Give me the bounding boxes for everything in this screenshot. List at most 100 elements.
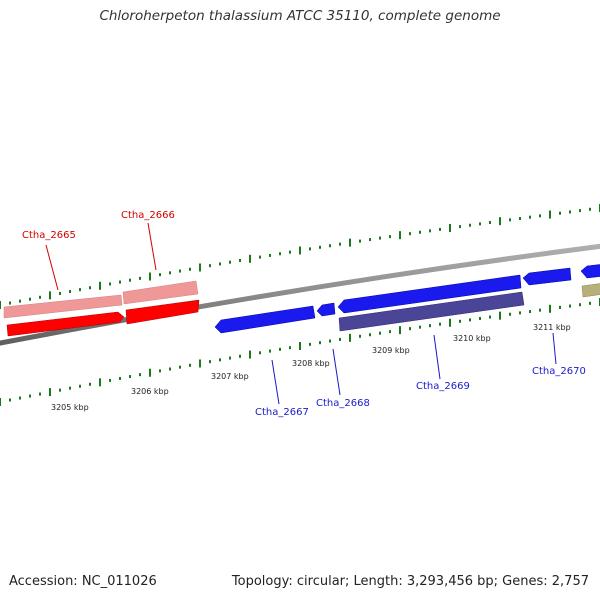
gene-blue-feature-long[interactable] [337, 274, 522, 314]
outer-tick [49, 291, 51, 300]
inner-tick-track [0, 298, 600, 406]
gene-label-ctha-2665[interactable]: Ctha_2665 [22, 230, 76, 241]
outer-tick [9, 301, 11, 305]
outer-tick [479, 222, 481, 226]
outer-tick [289, 250, 291, 254]
gene-label-ctha-2669[interactable]: Ctha_2669 [416, 381, 470, 392]
outer-tick [89, 286, 91, 290]
gene-label-ctha-2666[interactable]: Ctha_2666 [121, 210, 175, 221]
outer-tick [279, 252, 281, 256]
inner-tick [539, 308, 541, 312]
gene-group-blue [214, 264, 600, 334]
scale-label-3207: 3207 kbp [211, 372, 249, 381]
inner-tick [239, 354, 241, 358]
inner-tick [49, 388, 51, 397]
inner-tick [209, 360, 211, 364]
outer-tick [189, 267, 191, 271]
gene-ctha-2670-feature[interactable] [581, 283, 600, 298]
inner-tick [519, 311, 521, 315]
inner-tick [379, 331, 381, 335]
outer-tick [549, 210, 551, 219]
gene-label-ctha-2667[interactable]: Ctha_2667 [255, 407, 309, 418]
outer-tick [329, 244, 331, 248]
scale-label-3206: 3206 kbp [131, 387, 169, 396]
inner-tick [249, 350, 251, 359]
gene-blue-feature-right[interactable] [522, 267, 572, 286]
accession-text: Accession: NC_011026 [9, 574, 157, 589]
outer-tick [229, 260, 231, 264]
gene-label-ctha-2670[interactable]: Ctha_2670 [532, 366, 586, 377]
inner-tick [309, 342, 311, 346]
inner-tick [9, 398, 11, 402]
inner-tick [119, 376, 121, 380]
inner-tick [89, 382, 91, 386]
inner-tick [199, 359, 201, 368]
inner-tick [169, 367, 171, 371]
outer-tick [589, 207, 591, 211]
leader-ctha-2669 [433, 334, 441, 380]
inner-tick [109, 378, 111, 382]
outer-tick [219, 262, 221, 266]
inner-tick [579, 303, 581, 307]
outer-tick [519, 216, 521, 220]
outer-tick [309, 247, 311, 251]
inner-tick [39, 392, 41, 396]
outer-tick [169, 271, 171, 275]
outer-tick [59, 291, 61, 295]
inner-tick [189, 363, 191, 367]
inner-tick [499, 311, 501, 320]
gene-red-feature-1[interactable] [6, 311, 125, 337]
gene-ctha-2665-feature[interactable] [3, 294, 123, 319]
gene-red-feature-2[interactable] [125, 299, 200, 325]
outer-tick [159, 273, 161, 277]
gene-ctha-2667-feature[interactable] [214, 305, 316, 334]
outer-tick [129, 278, 131, 282]
outer-tick [19, 299, 21, 303]
gene-group-red [3, 280, 200, 337]
inner-tick [559, 305, 561, 309]
inner-tick [339, 337, 341, 341]
inner-tick [389, 330, 391, 334]
outer-tick [199, 263, 201, 272]
outer-tick [319, 245, 321, 249]
gene-blue-feature-edge[interactable] [580, 264, 600, 279]
outer-tick [569, 210, 571, 214]
inner-tick [419, 325, 421, 329]
genome-summary-text: Topology: circular; Length: 3,293,456 bp… [231, 574, 589, 589]
inner-tick [129, 375, 131, 379]
inner-tick [79, 384, 81, 388]
inner-tick [589, 301, 591, 305]
inner-tick [439, 322, 441, 326]
inner-tick [259, 351, 261, 355]
inner-tick [509, 312, 511, 316]
outer-tick [79, 288, 81, 292]
scale-label-3205: 3205 kbp [51, 403, 89, 412]
gene-label-ctha-2668[interactable]: Ctha_2668 [316, 398, 370, 409]
inner-tick [149, 368, 151, 377]
outer-tick [29, 297, 31, 301]
outer-tick [539, 214, 541, 218]
gene-ctha-2668-feature[interactable] [316, 302, 336, 317]
inner-tick [29, 394, 31, 398]
outer-tick [259, 255, 261, 259]
outer-tick [69, 290, 71, 294]
outer-tick [439, 227, 441, 231]
outer-tick [0, 301, 1, 309]
outer-tick [449, 224, 451, 233]
inner-tick [569, 304, 571, 308]
scale-label-3210: 3210 kbp [453, 334, 491, 343]
outer-tick [119, 280, 121, 284]
gene-ctha-2669-feature[interactable] [338, 291, 525, 332]
inner-tick [279, 347, 281, 351]
outer-tick [529, 215, 531, 219]
outer-tick [469, 223, 471, 227]
gene-ctha-2666-feature[interactable] [122, 280, 199, 305]
outer-tick [459, 225, 461, 229]
inner-tick [59, 388, 61, 392]
scale-label-3211: 3211 kbp [533, 323, 571, 332]
outer-tick [389, 235, 391, 239]
outer-tick [209, 264, 211, 268]
inner-tick [409, 327, 411, 331]
outer-tick [269, 253, 271, 257]
